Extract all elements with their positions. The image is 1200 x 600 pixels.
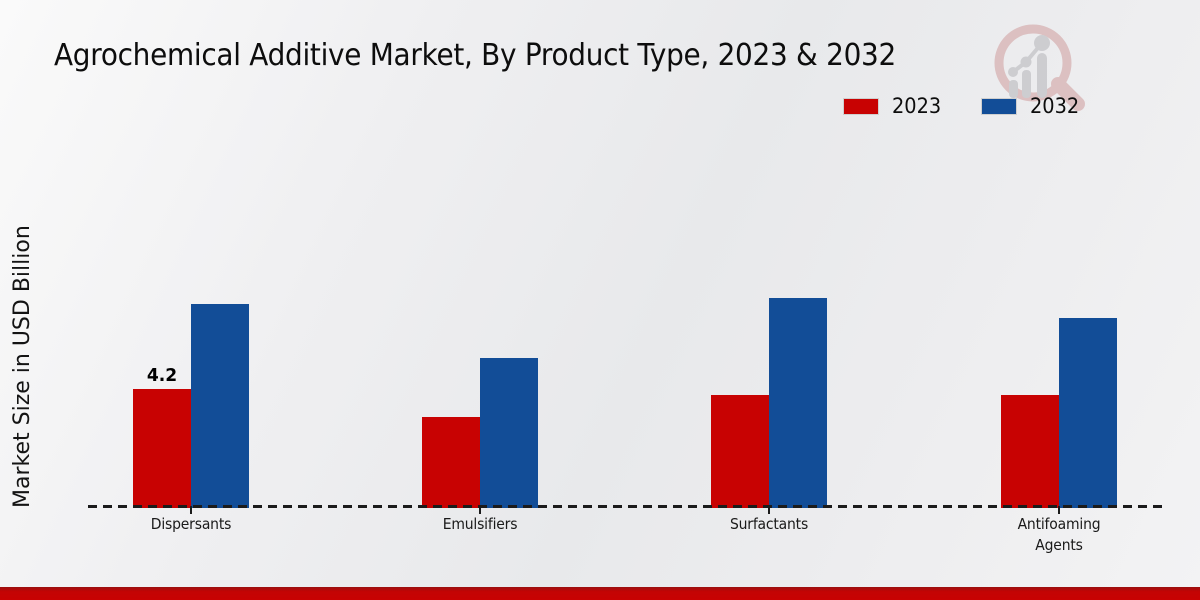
chart-title: Agrochemical Additive Market, By Product…	[54, 38, 897, 73]
bar-2023-surfactants	[711, 395, 769, 508]
bar-value-label: 4.2	[146, 365, 178, 386]
legend-swatch-2023	[843, 97, 879, 115]
legend-swatch-2032	[981, 97, 1018, 115]
bar-2023-antifoaming-agents	[1001, 395, 1059, 508]
x-axis-tick	[190, 506, 192, 514]
x-axis-tick	[479, 506, 481, 514]
category-label-antifoaming-agents: Antifoaming Agents	[1017, 515, 1101, 554]
bar-2032-antifoaming-agents	[1059, 318, 1117, 508]
legend-item-2032: 2032	[981, 94, 1083, 118]
bar-2032-dispersants	[191, 304, 249, 508]
legend-label-2023: 2023	[892, 94, 942, 118]
bottom-accent-bar	[0, 587, 1200, 600]
bar-2023-dispersants	[133, 389, 191, 508]
magnifier-chart-logo-watermark	[994, 24, 1085, 111]
category-label-emulsifiers: Emulsifiers	[442, 515, 518, 533]
legend-item-2023: 2023	[843, 94, 945, 118]
legend: 2023 2032	[843, 94, 1084, 118]
x-axis-dashed-baseline	[88, 505, 1163, 508]
bar-2023-emulsifiers	[422, 417, 480, 508]
category-label-surfactants: Surfactants	[729, 515, 809, 533]
bar-2032-emulsifiers	[480, 358, 538, 508]
bar-2032-surfactants	[769, 298, 827, 508]
x-axis-tick	[1058, 506, 1060, 514]
x-axis-tick	[768, 506, 770, 514]
legend-label-2032: 2032	[1030, 94, 1080, 118]
category-label-dispersants: Dispersants	[150, 515, 232, 533]
